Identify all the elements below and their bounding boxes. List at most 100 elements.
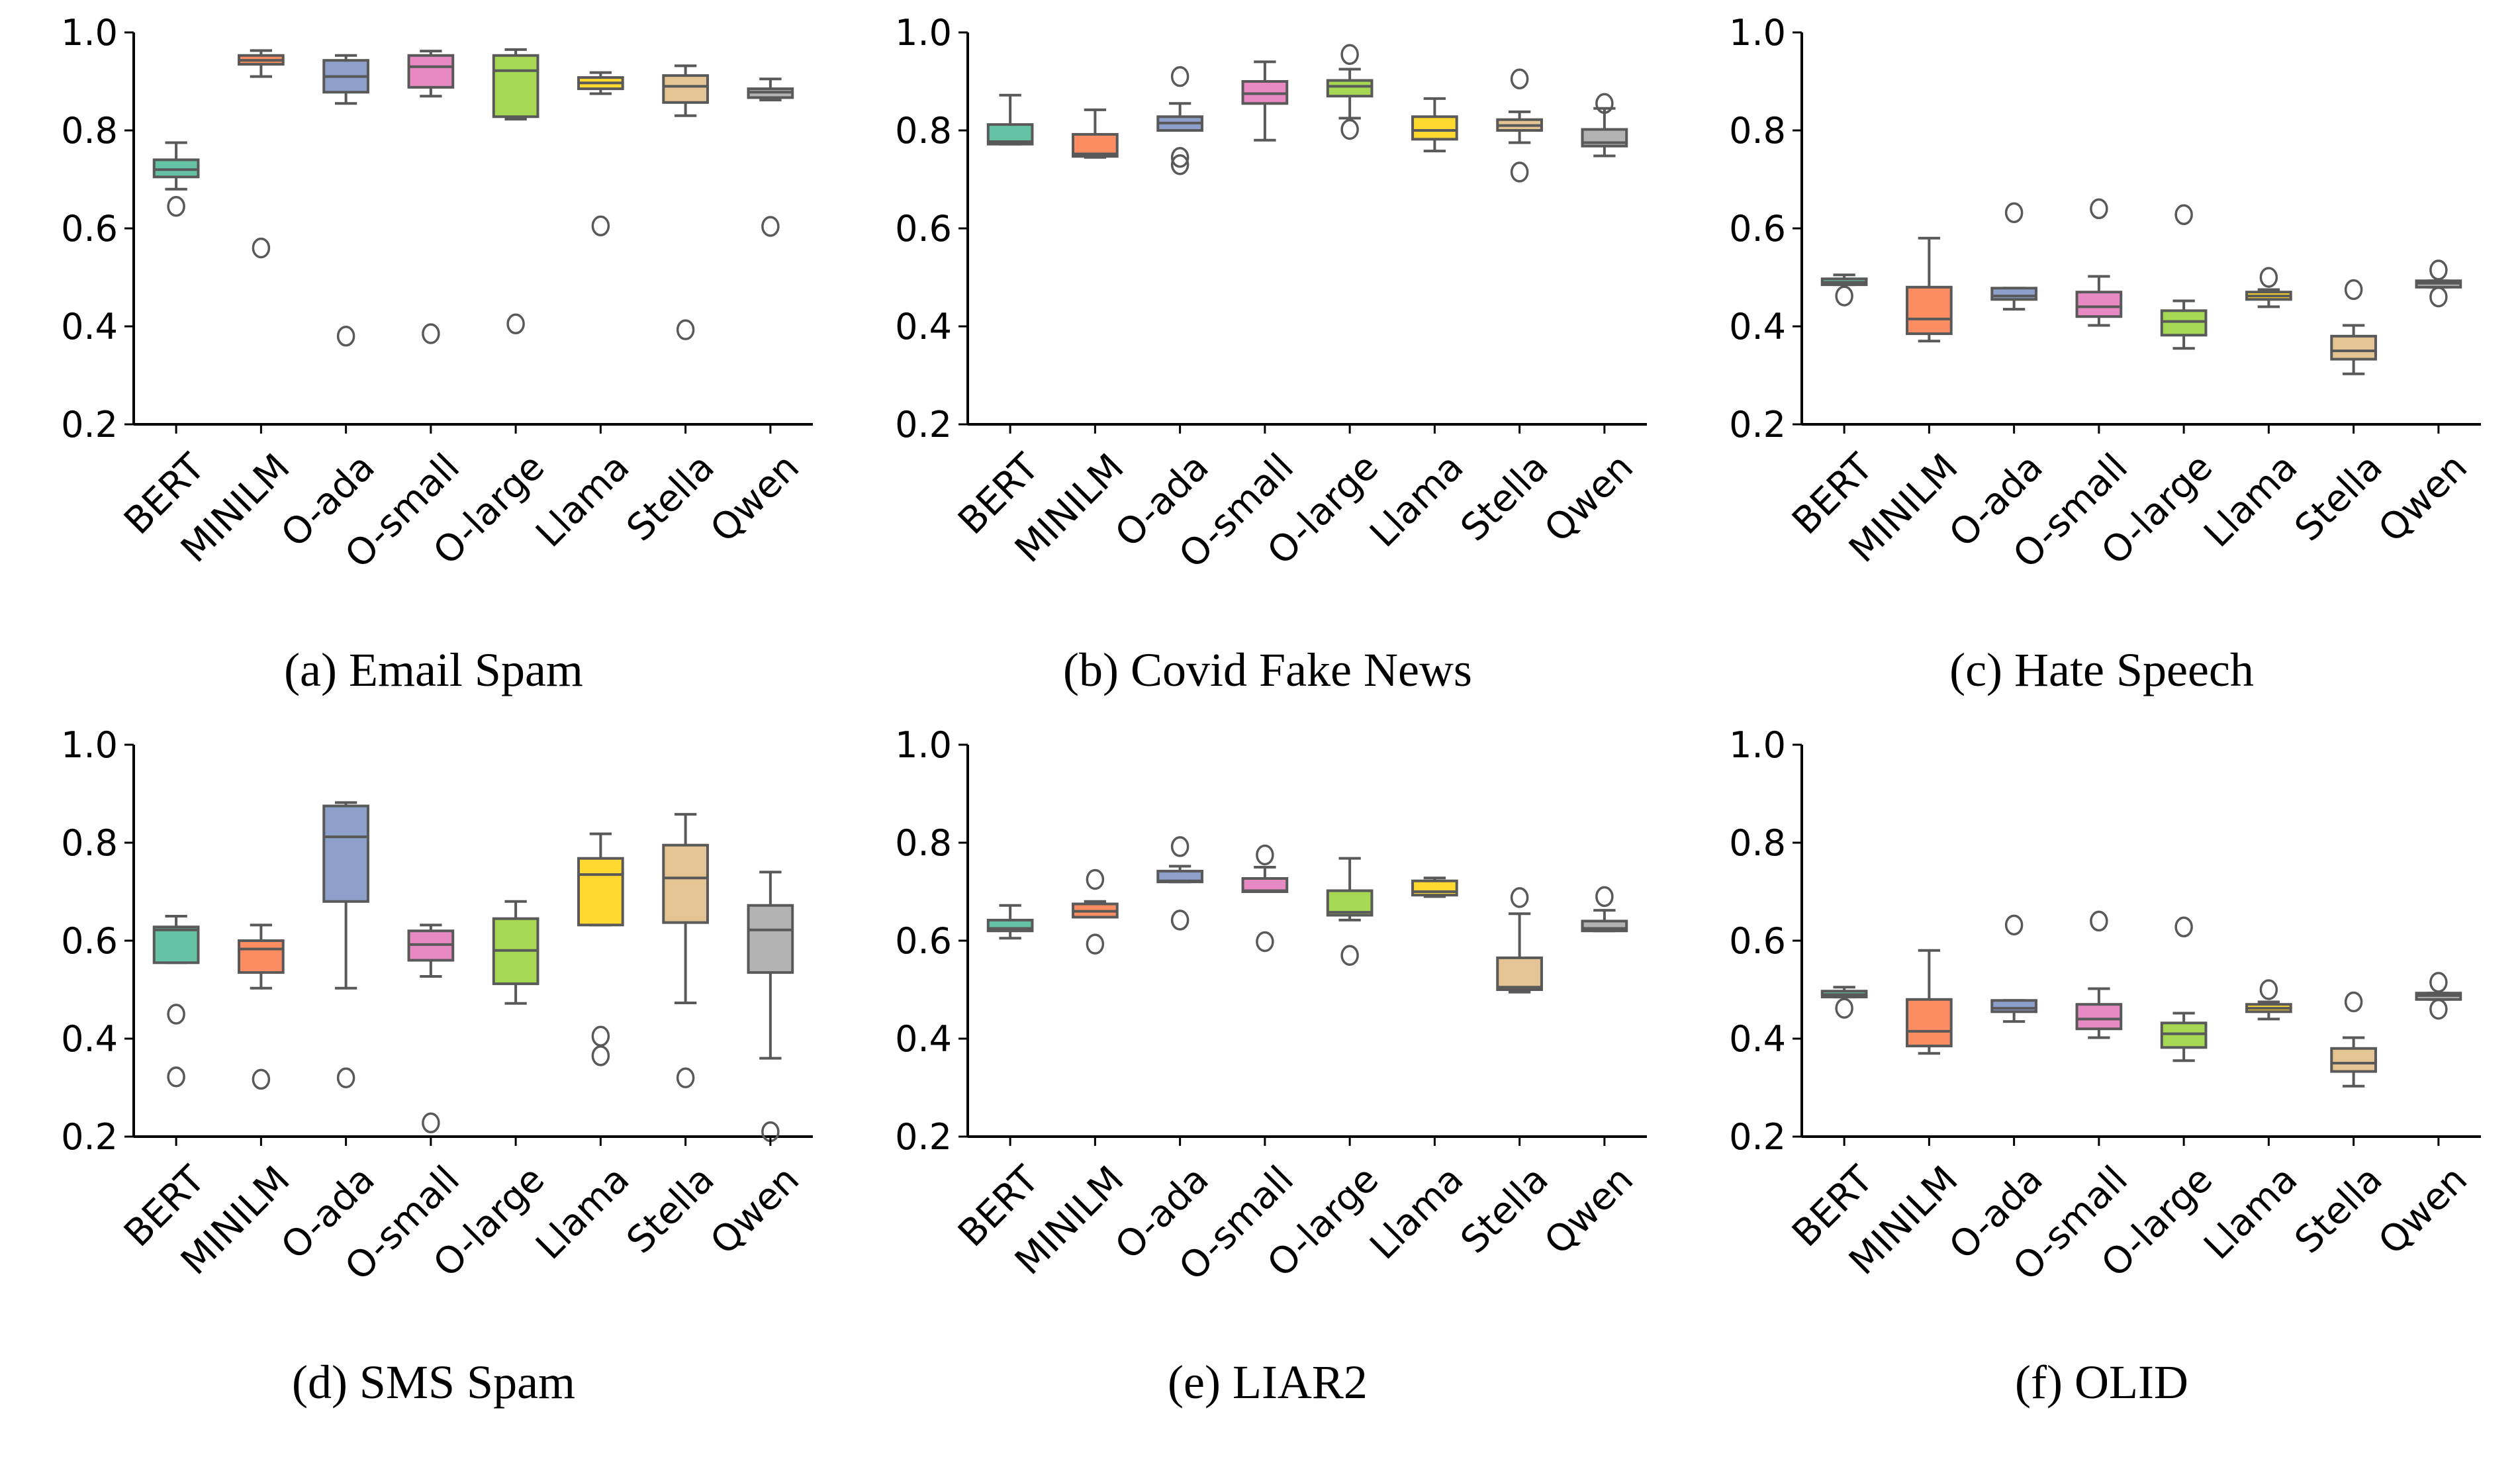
box-qwen <box>2415 259 2462 308</box>
box-minilm <box>1072 869 1119 955</box>
box-minilm <box>1906 949 1953 1055</box>
iqr-box <box>2075 1003 2123 1031</box>
box-qwen <box>1581 886 1628 933</box>
iqr-box <box>407 54 455 89</box>
y-tick-label: 0.2 <box>1729 404 1786 446</box>
box-stella <box>662 813 709 1088</box>
box-llama <box>2245 979 2292 1021</box>
box-qwen <box>1581 93 1628 158</box>
x-tick-label: Qwen <box>1536 446 1642 551</box>
box-o-small <box>407 923 455 1134</box>
box-o-ada <box>1156 66 1203 175</box>
box-stella <box>1496 887 1543 994</box>
box-minilm <box>1072 108 1119 159</box>
box-bert <box>1820 273 1868 306</box>
box-qwen <box>747 77 794 237</box>
panel-0: 0.20.40.60.81.0BERTMINILMO-adaO-smallO-l… <box>61 12 813 696</box>
iqr-box <box>2330 334 2377 361</box>
box-stella <box>2330 991 2377 1088</box>
panel-3: 0.20.40.60.81.0BERTMINILMO-adaO-smallO-l… <box>61 724 813 1409</box>
box-llama <box>1411 97 1458 153</box>
outlier-point <box>422 1112 440 1134</box>
outlier-point <box>2429 998 2448 1020</box>
outlier-point <box>252 1068 271 1090</box>
box-o-large <box>1326 44 1374 140</box>
iqr-box <box>2330 1047 2377 1073</box>
outlier-point <box>2429 972 2448 993</box>
box-o-ada <box>1990 202 2037 311</box>
outlier-point <box>2429 259 2448 281</box>
panel-caption: (a) Email Spam <box>284 643 583 696</box>
outlier-point <box>1595 93 1614 115</box>
outlier-point <box>1170 910 1190 931</box>
outlier-point <box>1340 945 1359 966</box>
outlier-point <box>2090 910 2108 932</box>
y-tick-label: 0.8 <box>1729 822 1786 864</box>
y-tick-label: 0.6 <box>1729 920 1786 962</box>
outlier-point <box>167 1004 185 1025</box>
outlier-point <box>506 313 525 335</box>
y-tick-label: 1.0 <box>61 724 118 766</box>
box-qwen <box>2415 972 2462 1020</box>
y-tick-label: 0.4 <box>61 306 118 348</box>
iqr-box <box>1326 79 1374 98</box>
x-tick-label: Llama <box>1362 446 1471 555</box>
outlier-point <box>1510 162 1529 183</box>
outlier-point <box>2259 267 2278 288</box>
outlier-point <box>167 1066 185 1088</box>
x-tick-label: Stella <box>619 446 723 549</box>
panel-caption: (f) OLID <box>2015 1356 2188 1409</box>
outlier-point <box>1170 154 1190 175</box>
y-tick-label: 0.6 <box>895 208 952 250</box>
x-tick-label: Llama <box>2196 1158 2306 1268</box>
iqr-box <box>1906 285 1953 336</box>
box-o-ada <box>322 54 369 347</box>
box-llama <box>1411 876 1458 898</box>
box-o-small <box>2075 198 2123 327</box>
panel-caption: (b) Covid Fake News <box>1063 643 1472 696</box>
iqr-box <box>2160 1021 2208 1049</box>
box-bert <box>986 904 1034 940</box>
y-tick-label: 0.2 <box>1729 1116 1786 1158</box>
iqr-box <box>662 74 709 104</box>
outlier-point <box>676 1067 695 1088</box>
y-tick-label: 1.0 <box>895 724 952 766</box>
y-tick-label: 0.2 <box>61 1116 118 1158</box>
box-o-large <box>2160 204 2208 350</box>
box-o-large <box>492 900 539 1005</box>
y-tick-label: 0.8 <box>61 110 118 152</box>
y-tick-label: 0.8 <box>1729 110 1786 152</box>
iqr-box <box>1906 998 1953 1048</box>
iqr-box <box>662 843 709 924</box>
box-o-ada <box>1156 836 1203 931</box>
box-o-large <box>492 48 539 335</box>
x-tick-label: Qwen <box>1536 1158 1642 1263</box>
y-tick-label: 0.6 <box>61 208 118 250</box>
x-tick-label: Qwen <box>2370 446 2476 551</box>
box-stella <box>662 64 709 340</box>
iqr-box <box>322 804 369 903</box>
outlier-point <box>1510 887 1529 908</box>
outlier-point <box>2344 279 2363 301</box>
y-tick-label: 1.0 <box>61 12 118 54</box>
box-o-ada <box>1990 914 2037 1023</box>
box-minilm <box>238 49 285 259</box>
box-llama <box>577 832 624 1066</box>
x-tick-label: Stella <box>1453 1158 1557 1262</box>
iqr-box <box>2075 291 2123 318</box>
iqr-box <box>152 925 200 965</box>
box-bert <box>1820 986 1868 1019</box>
box-o-small <box>1241 60 1289 142</box>
x-tick-label: Qwen <box>702 1158 808 1263</box>
outlier-point <box>1170 146 1190 168</box>
x-tick-label: Stella <box>619 1158 723 1262</box>
y-tick-label: 0.6 <box>895 920 952 962</box>
y-tick-label: 0.4 <box>895 1018 952 1060</box>
iqr-box <box>577 857 624 927</box>
y-tick-label: 1.0 <box>1729 724 1786 766</box>
y-tick-label: 0.4 <box>1729 1018 1786 1060</box>
box-qwen <box>747 871 794 1143</box>
outlier-point <box>2174 916 2193 938</box>
x-tick-label: Qwen <box>702 446 808 551</box>
y-tick-label: 0.4 <box>61 1018 118 1060</box>
